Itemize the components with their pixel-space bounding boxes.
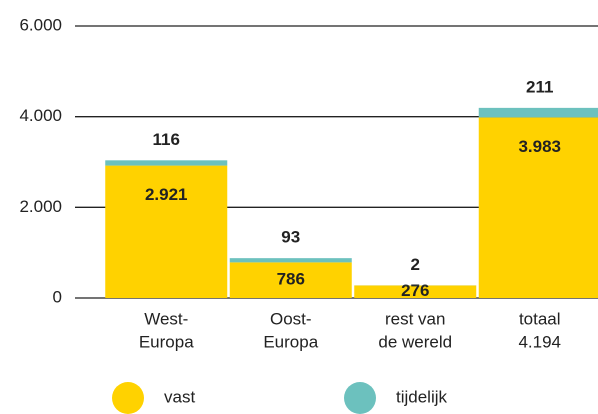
x-tick-label: totaal (519, 309, 561, 328)
bar-segment (229, 262, 352, 298)
x-tick-label: Oost- (270, 309, 312, 328)
legend-label: vast (164, 387, 195, 406)
legend-swatch (344, 382, 376, 414)
x-tick-label: de wereld (378, 332, 452, 351)
y-tick-label: 2.000 (19, 197, 62, 216)
legend-swatch (112, 382, 144, 414)
y-tick-label: 4.000 (19, 106, 62, 125)
y-tick-label: 6.000 (19, 15, 62, 34)
value-label: 211 (526, 77, 553, 96)
bar-segment (478, 117, 598, 298)
value-label: 2.921 (145, 185, 188, 204)
x-tick-label: West- (144, 309, 188, 328)
value-label: 786 (277, 270, 305, 289)
y-tick-label: 0 (53, 287, 62, 306)
bar-segment (354, 285, 477, 298)
bar-segment (229, 258, 352, 263)
value-label: 93 (281, 228, 300, 247)
x-tick-label: Europa (139, 332, 194, 351)
value-label: 116 (153, 130, 180, 149)
x-tick-label: 4.194 (518, 332, 561, 351)
x-tick-label: rest van (385, 309, 445, 328)
value-label: 276 (401, 281, 429, 300)
value-label: 3.983 (518, 137, 561, 156)
bar-segment (478, 107, 598, 118)
bar-segment (105, 165, 228, 298)
value-label: 2 (411, 255, 420, 274)
legend-label: tijdelijk (396, 387, 448, 406)
x-tick-label: Europa (263, 332, 318, 351)
bar-segment (105, 160, 228, 166)
